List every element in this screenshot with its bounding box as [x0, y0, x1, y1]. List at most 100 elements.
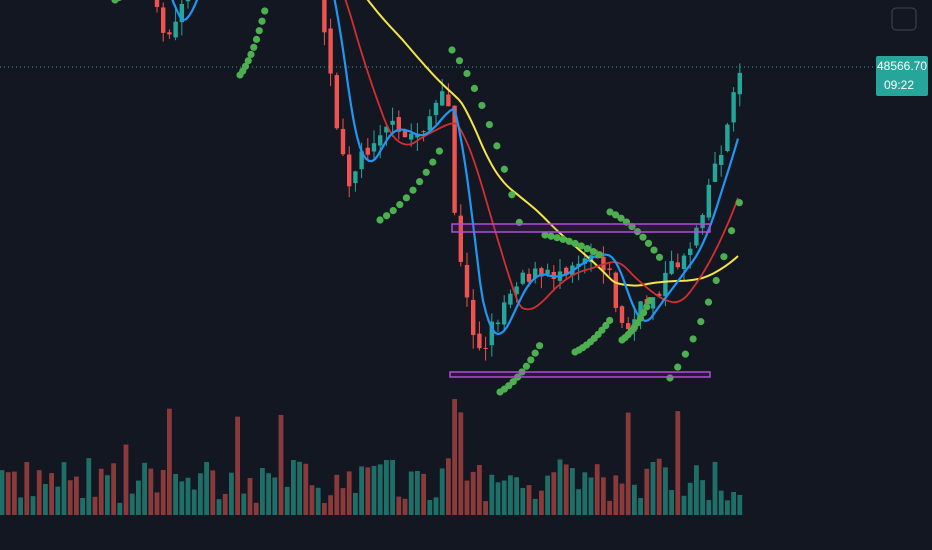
volume-pane [0, 399, 743, 515]
candle-body [675, 262, 680, 268]
candle-body [378, 135, 383, 146]
sar-dot [735, 199, 743, 207]
sar-dot [116, 0, 122, 2]
candle-body [644, 299, 649, 307]
volume-bar [526, 485, 532, 515]
candle-body [340, 128, 346, 155]
volume-bar [545, 475, 550, 515]
sar-dot [416, 178, 424, 186]
volume-bar [687, 482, 693, 515]
candle-body [464, 264, 470, 298]
sar-dot [674, 363, 682, 371]
volume-bar [191, 489, 197, 515]
sar-dot [704, 298, 713, 306]
volume-bar [49, 473, 54, 515]
moving-averages [171, 0, 740, 336]
volume-bar [669, 490, 674, 515]
volume-bar [712, 461, 718, 515]
volume-bar [272, 477, 278, 515]
candle-body [334, 75, 339, 129]
candle-body [613, 272, 618, 308]
sar-dot [606, 208, 614, 216]
volume-bar [123, 444, 129, 515]
sar-dot [376, 216, 384, 224]
sar-dot [628, 222, 636, 231]
volume-bar [359, 466, 364, 515]
candle-body [427, 116, 432, 131]
candle-body [440, 91, 445, 106]
volume-bar [390, 459, 395, 515]
sar-dot [602, 321, 610, 330]
volume-bar [173, 473, 178, 515]
volume-bar [694, 465, 699, 515]
candle-body [650, 297, 656, 309]
volume-bar [328, 495, 333, 515]
candle-body [409, 133, 414, 140]
sar-dot [589, 247, 598, 256]
sar-dot [429, 158, 437, 166]
volume-bar [346, 471, 352, 515]
parabolic-sar [111, 0, 743, 396]
candle-body [154, 0, 160, 7]
volume-bar [681, 495, 687, 515]
volume-bar [384, 460, 389, 515]
range-box-bottom [449, 371, 711, 378]
sar-dot [470, 84, 479, 93]
candle-body [638, 301, 643, 318]
candle-body [402, 129, 408, 138]
sar-dot [527, 356, 535, 364]
sar-dot [720, 253, 728, 261]
volume-bar [402, 498, 408, 515]
volume-bar [235, 416, 240, 515]
sar-dot [485, 120, 493, 129]
volume-bar [222, 493, 228, 515]
sar-dot [666, 374, 674, 382]
candle-body [681, 255, 687, 269]
candle-body [706, 184, 711, 218]
sar-dot [565, 237, 573, 245]
sar-dot [646, 296, 654, 305]
sar-dot [478, 101, 486, 110]
volume-bar [408, 471, 414, 515]
volume-bar [12, 471, 17, 515]
ma-yellow [366, 0, 739, 287]
volume-bar [582, 472, 588, 515]
volume-bar [98, 468, 104, 515]
candle-body [669, 261, 674, 274]
sar-dot [396, 201, 404, 209]
volume-bar [309, 485, 315, 515]
volume-bar [483, 501, 488, 515]
volume-bar [136, 480, 141, 515]
price-value: 48566.70 [877, 59, 927, 73]
sar-dot [650, 246, 658, 254]
volume-bar [229, 472, 234, 515]
volume-bar [253, 502, 259, 515]
candle-body [384, 126, 389, 133]
volume-bar [117, 502, 123, 515]
volume-bar [43, 484, 48, 515]
volume-bar [30, 496, 36, 515]
volume-bar [396, 496, 402, 515]
candle-body [508, 293, 513, 305]
volume-bar [557, 459, 563, 515]
volume-bar [613, 475, 619, 515]
sar-dot [553, 234, 561, 242]
volume-bar [421, 473, 426, 515]
sar-dot [509, 378, 517, 386]
candle-body [688, 248, 693, 255]
sar-dot [435, 147, 443, 155]
volume-bar [656, 458, 662, 515]
candle-body [483, 347, 488, 349]
price-label-box [876, 56, 928, 96]
volume-bar [377, 464, 383, 515]
sar-dot [252, 35, 261, 43]
volume-bar [570, 468, 575, 515]
volume-bar [619, 483, 625, 515]
volume-bar [154, 492, 160, 515]
sar-dot [244, 57, 252, 65]
volume-bar [706, 499, 712, 515]
volume-bar [353, 492, 358, 515]
candle-body [347, 154, 352, 187]
settings-button[interactable] [891, 7, 917, 31]
volume-bar [340, 488, 346, 515]
